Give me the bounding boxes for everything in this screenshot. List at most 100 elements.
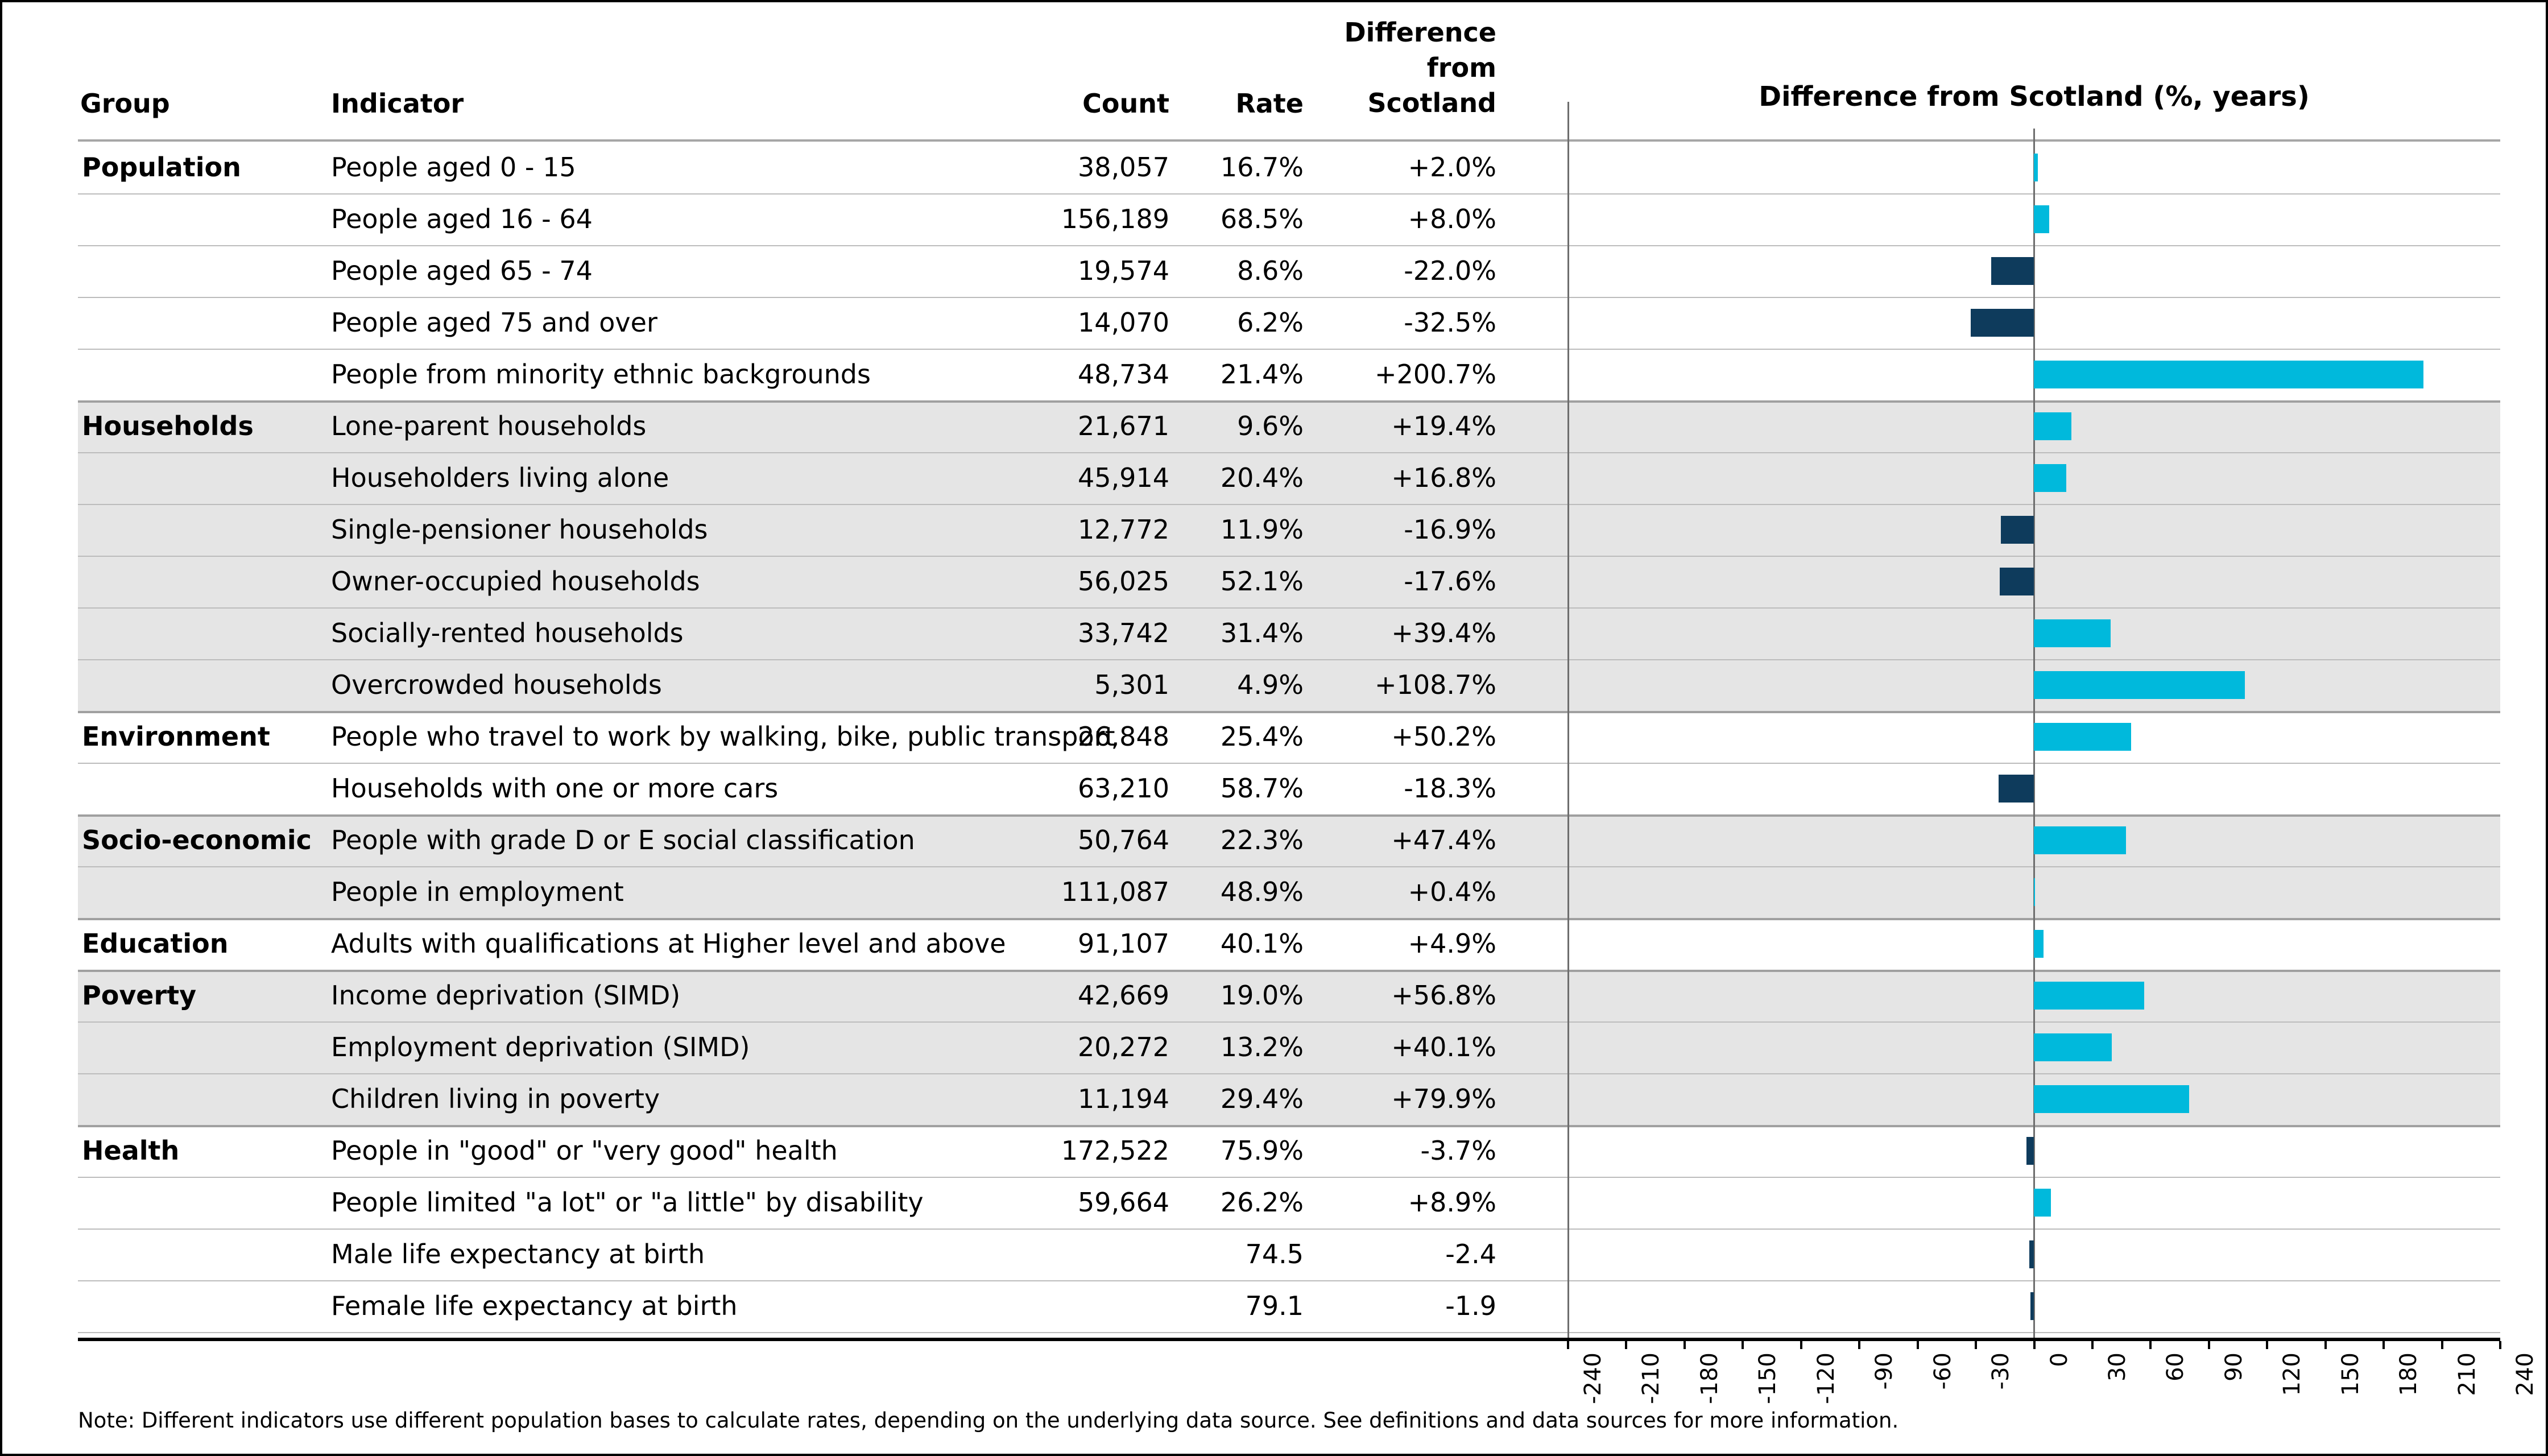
table-row: Population People aged 0 - 15 38,057 16.… xyxy=(2,142,2546,193)
row-difference-value: +4.9% xyxy=(1408,928,1496,959)
axis-tick-label: -120 xyxy=(1813,1352,1839,1404)
row-count-value: 59,664 xyxy=(1078,1187,1169,1218)
row-rate-value: 79.1 xyxy=(1245,1290,1304,1321)
table-row: People aged 65 - 74 19,574 8.6% -22.0% xyxy=(2,245,2546,297)
row-indicator-label: Owner-occupied households xyxy=(331,566,700,597)
chart-x-axis-line xyxy=(78,1338,2500,1341)
footnote: Note: Different indicators use different… xyxy=(78,1408,1899,1433)
row-difference-value: -17.6% xyxy=(1404,566,1496,597)
table-row: Households Lone-parent households 21,671… xyxy=(2,400,2546,452)
row-indicator-label: People in "good" or "very good" health xyxy=(331,1135,838,1166)
axis-tick-mark xyxy=(2441,1341,2443,1349)
row-count-value: 21,671 xyxy=(1078,411,1169,441)
axis-tick-mark xyxy=(2499,1341,2501,1349)
row-band xyxy=(78,1280,2500,1332)
axis-tick-mark xyxy=(2149,1341,2152,1349)
row-band xyxy=(78,1125,2500,1177)
table-row: Poverty Income deprivation (SIMD) 42,669… xyxy=(2,970,2546,1021)
row-group-label: Households xyxy=(82,411,254,441)
row-difference-value: +50.2% xyxy=(1391,721,1496,752)
row-indicator-label: Single-pensioner households xyxy=(331,514,708,545)
difference-bar xyxy=(2034,205,2050,233)
row-rate-value: 6.2% xyxy=(1237,307,1304,338)
row-indicator-label: Female life expectancy at birth xyxy=(331,1290,738,1321)
axis-tick-label: 30 xyxy=(2104,1352,2131,1381)
axis-tick-label: 120 xyxy=(2279,1352,2306,1396)
difference-bar xyxy=(2034,723,2132,751)
row-difference-value: -32.5% xyxy=(1404,307,1496,338)
table-bottom-rule xyxy=(78,1332,2500,1333)
difference-bar xyxy=(2034,1085,2189,1113)
row-band xyxy=(78,349,2500,400)
row-rate-value: 48.9% xyxy=(1220,876,1304,907)
row-group-label: Environment xyxy=(82,721,270,752)
row-rate-value: 52.1% xyxy=(1220,566,1304,597)
row-count-value: 56,025 xyxy=(1078,566,1169,597)
axis-tick-label: 180 xyxy=(2396,1352,2422,1396)
difference-bar xyxy=(2026,1137,2034,1165)
axis-tick-label: 60 xyxy=(2162,1352,2189,1381)
row-indicator-label: People in employment xyxy=(331,876,624,907)
difference-bar xyxy=(2030,1292,2034,1320)
axis-tick-mark xyxy=(1975,1341,1978,1349)
row-rate-value: 58.7% xyxy=(1220,773,1304,804)
row-band xyxy=(78,504,2500,556)
difference-bar xyxy=(2034,464,2067,492)
difference-bar xyxy=(1999,568,2034,595)
table-row: People aged 16 - 64 156,189 68.5% +8.0% xyxy=(2,193,2546,245)
row-indicator-label: People with grade D or E social classifi… xyxy=(331,825,915,855)
table-row: Education Adults with qualifications at … xyxy=(2,918,2546,970)
axis-tick-mark xyxy=(1567,1341,1569,1349)
axis-tick-label: -210 xyxy=(1638,1352,1665,1404)
difference-bar xyxy=(1998,775,2034,803)
row-group-label: Health xyxy=(82,1135,180,1166)
table-row: Environment People who travel to work by… xyxy=(2,711,2546,763)
table-row: People limited "a lot" or "a little" by … xyxy=(2,1177,2546,1228)
row-group-label: Education xyxy=(82,928,229,959)
difference-bar xyxy=(2034,154,2038,181)
table-row: People aged 75 and over 14,070 6.2% -32.… xyxy=(2,297,2546,349)
table-body: Population People aged 0 - 15 38,057 16.… xyxy=(2,142,2546,1332)
difference-bar xyxy=(2034,1033,2112,1061)
axis-tick-mark xyxy=(2324,1341,2327,1349)
difference-bar xyxy=(2034,930,2044,958)
row-difference-value: -1.9 xyxy=(1445,1290,1496,1321)
row-rate-value: 29.4% xyxy=(1220,1083,1304,1114)
row-group-label: Poverty xyxy=(82,980,197,1011)
table-row: Socio-economic People with grade D or E … xyxy=(2,814,2546,866)
row-count-value: 156,189 xyxy=(1061,204,1169,234)
axis-tick-mark xyxy=(1916,1341,1919,1349)
row-band xyxy=(78,400,2500,452)
axis-tick-mark xyxy=(1625,1341,1628,1349)
table-row: Employment deprivation (SIMD) 20,272 13.… xyxy=(2,1021,2546,1073)
row-indicator-label: Income deprivation (SIMD) xyxy=(331,980,681,1011)
row-difference-value: -18.3% xyxy=(1404,773,1496,804)
row-band xyxy=(78,245,2500,297)
row-difference-value: +79.9% xyxy=(1391,1083,1496,1114)
row-count-value: 12,772 xyxy=(1078,514,1169,545)
row-rate-value: 11.9% xyxy=(1220,514,1304,545)
column-header-group: Group xyxy=(80,88,170,119)
row-count-value: 63,210 xyxy=(1078,773,1169,804)
row-rate-value: 9.6% xyxy=(1237,411,1304,441)
row-count-value: 45,914 xyxy=(1078,462,1169,493)
row-band xyxy=(78,193,2500,245)
difference-bar xyxy=(2034,878,2035,906)
axis-tick-label: 150 xyxy=(2337,1352,2364,1396)
row-count-value: 20,272 xyxy=(1078,1032,1169,1062)
row-band xyxy=(78,452,2500,504)
row-indicator-label: Children living in poverty xyxy=(331,1083,660,1114)
row-difference-value: +40.1% xyxy=(1391,1032,1496,1062)
row-rate-value: 8.6% xyxy=(1237,255,1304,286)
row-indicator-label: Socially-rented households xyxy=(331,618,684,648)
row-group-label: Population xyxy=(82,152,241,183)
row-difference-value: +39.4% xyxy=(1391,618,1496,648)
row-indicator-label: People limited "a lot" or "a little" by … xyxy=(331,1187,924,1218)
table-row: Socially-rented households 33,742 31.4% … xyxy=(2,607,2546,659)
row-rate-value: 31.4% xyxy=(1220,618,1304,648)
chart-left-spine xyxy=(1567,102,1569,1341)
row-indicator-label: Overcrowded households xyxy=(331,669,662,700)
difference-bar xyxy=(2034,361,2424,388)
row-difference-value: +47.4% xyxy=(1391,825,1496,855)
row-indicator-label: Adults with qualifications at Higher lev… xyxy=(331,928,1006,959)
